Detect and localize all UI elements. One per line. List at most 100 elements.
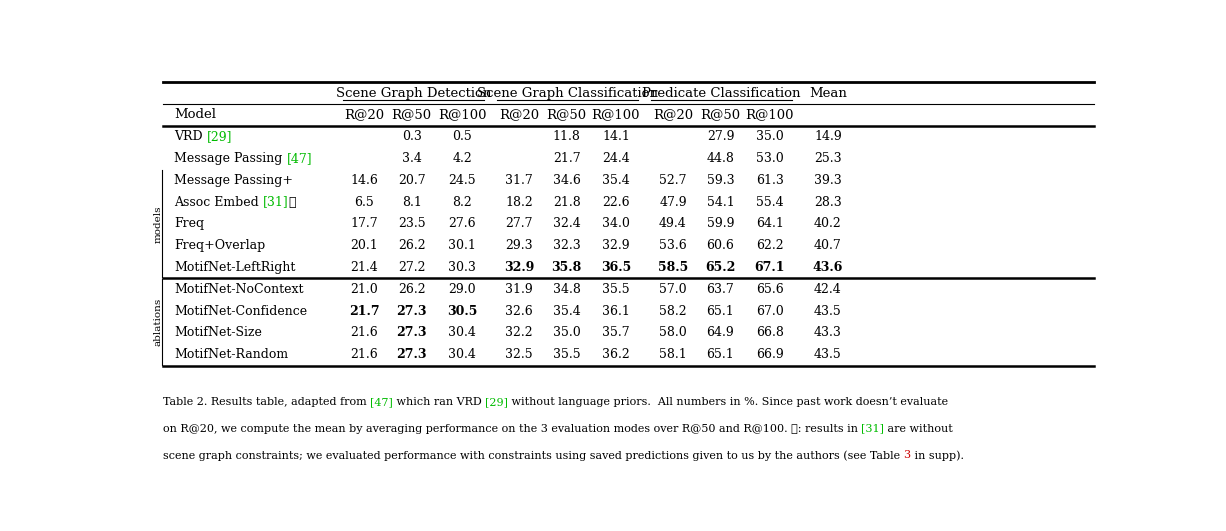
Text: 31.7: 31.7 xyxy=(505,174,533,187)
Text: 44.8: 44.8 xyxy=(706,152,734,165)
Text: Predicate Classification: Predicate Classification xyxy=(642,87,801,99)
Text: 35.8: 35.8 xyxy=(552,261,581,274)
Text: 35.4: 35.4 xyxy=(553,305,580,318)
Text: 30.1: 30.1 xyxy=(449,239,476,252)
Text: 8.2: 8.2 xyxy=(452,195,472,209)
Text: 39.3: 39.3 xyxy=(814,174,842,187)
Text: 21.4: 21.4 xyxy=(351,261,378,274)
Text: 28.3: 28.3 xyxy=(814,195,842,209)
Text: Message Passing+: Message Passing+ xyxy=(174,174,293,187)
Text: 58.0: 58.0 xyxy=(660,327,687,339)
Text: 43.5: 43.5 xyxy=(814,305,842,318)
Text: 21.6: 21.6 xyxy=(351,348,378,361)
Text: 49.4: 49.4 xyxy=(660,217,687,230)
Text: 32.2: 32.2 xyxy=(505,327,533,339)
Text: 66.8: 66.8 xyxy=(756,327,783,339)
Text: 65.6: 65.6 xyxy=(756,283,783,296)
Text: 59.3: 59.3 xyxy=(706,174,734,187)
Text: 32.6: 32.6 xyxy=(505,305,533,318)
Text: 30.4: 30.4 xyxy=(449,348,476,361)
Text: 36.2: 36.2 xyxy=(602,348,630,361)
Text: on R@20, we compute the mean by averaging performance on the 3 evaluation modes : on R@20, we compute the mean by averagin… xyxy=(163,424,861,433)
Text: 26.2: 26.2 xyxy=(398,283,425,296)
Text: [29]: [29] xyxy=(485,397,508,407)
Text: 43.3: 43.3 xyxy=(814,327,842,339)
Text: R@100: R@100 xyxy=(592,108,640,121)
Text: 8.1: 8.1 xyxy=(402,195,422,209)
Text: models: models xyxy=(154,205,163,243)
Text: Freq: Freq xyxy=(174,217,205,230)
Text: 40.2: 40.2 xyxy=(814,217,842,230)
Text: 60.6: 60.6 xyxy=(706,239,734,252)
Text: 31.9: 31.9 xyxy=(505,283,533,296)
Text: Mean: Mean xyxy=(809,87,847,99)
Text: 63.7: 63.7 xyxy=(706,283,734,296)
Text: VRD: VRD xyxy=(174,130,207,143)
Text: 32.4: 32.4 xyxy=(553,217,580,230)
Text: 24.5: 24.5 xyxy=(449,174,476,187)
Text: 30.3: 30.3 xyxy=(449,261,476,274)
Text: 32.5: 32.5 xyxy=(505,348,533,361)
Text: 67.1: 67.1 xyxy=(755,261,785,274)
Text: 54.1: 54.1 xyxy=(706,195,734,209)
Text: 64.1: 64.1 xyxy=(756,217,783,230)
Text: 27.3: 27.3 xyxy=(396,305,427,318)
Text: 43.6: 43.6 xyxy=(813,261,843,274)
Text: 0.3: 0.3 xyxy=(402,130,422,143)
Text: Table 2. Results table, adapted from: Table 2. Results table, adapted from xyxy=(163,397,370,407)
Text: R@50: R@50 xyxy=(547,108,586,121)
Text: 34.6: 34.6 xyxy=(553,174,580,187)
Text: without language priors.  All numbers in %. Since past work doesn’t evaluate: without language priors. All numbers in … xyxy=(508,397,948,407)
Text: 65.1: 65.1 xyxy=(706,305,734,318)
Text: MotifNet-LeftRight: MotifNet-LeftRight xyxy=(174,261,295,274)
Text: 20.1: 20.1 xyxy=(351,239,378,252)
Text: R@20: R@20 xyxy=(499,108,539,121)
Text: R@100: R@100 xyxy=(438,108,487,121)
Text: 55.4: 55.4 xyxy=(756,195,783,209)
Text: [47]: [47] xyxy=(370,397,392,407)
Text: ablations: ablations xyxy=(154,298,163,346)
Text: 17.7: 17.7 xyxy=(351,217,378,230)
Text: 36.1: 36.1 xyxy=(602,305,630,318)
Text: are without: are without xyxy=(884,424,953,433)
Text: 52.7: 52.7 xyxy=(660,174,687,187)
Text: 58.1: 58.1 xyxy=(660,348,687,361)
Text: Model: Model xyxy=(174,108,216,121)
Text: ★: ★ xyxy=(288,195,297,209)
Text: 35.0: 35.0 xyxy=(553,327,580,339)
Text: 6.5: 6.5 xyxy=(354,195,374,209)
Text: 27.7: 27.7 xyxy=(505,217,533,230)
Text: 30.5: 30.5 xyxy=(446,305,477,318)
Text: Message Passing: Message Passing xyxy=(174,152,287,165)
Text: 22.6: 22.6 xyxy=(602,195,630,209)
Text: 64.9: 64.9 xyxy=(706,327,734,339)
Text: 26.2: 26.2 xyxy=(398,239,425,252)
Text: 29.0: 29.0 xyxy=(449,283,476,296)
Text: scene graph constraints; we evaluated performance with constraints using saved p: scene graph constraints; we evaluated pe… xyxy=(163,450,904,461)
Text: 21.7: 21.7 xyxy=(553,152,580,165)
Text: in supp).: in supp). xyxy=(911,450,964,461)
Text: 3.4: 3.4 xyxy=(402,152,422,165)
Text: 35.0: 35.0 xyxy=(756,130,783,143)
Text: 35.5: 35.5 xyxy=(553,348,580,361)
Text: 42.4: 42.4 xyxy=(814,283,842,296)
Text: 27.3: 27.3 xyxy=(396,348,427,361)
Text: 32.9: 32.9 xyxy=(602,239,630,252)
Text: Scene Graph Classification: Scene Graph Classification xyxy=(477,87,658,99)
Text: R@50: R@50 xyxy=(391,108,432,121)
Text: 32.9: 32.9 xyxy=(504,261,535,274)
Text: 58.2: 58.2 xyxy=(660,305,687,318)
Text: 27.6: 27.6 xyxy=(449,217,476,230)
Text: Assoc Embed: Assoc Embed xyxy=(174,195,262,209)
Text: 14.6: 14.6 xyxy=(351,174,378,187)
Text: 58.5: 58.5 xyxy=(658,261,688,274)
Text: [31]: [31] xyxy=(861,424,884,433)
Text: 35.5: 35.5 xyxy=(602,283,630,296)
Text: MotifNet-Confidence: MotifNet-Confidence xyxy=(174,305,308,318)
Text: 65.2: 65.2 xyxy=(705,261,736,274)
Text: 27.9: 27.9 xyxy=(706,130,734,143)
Text: 35.7: 35.7 xyxy=(602,327,630,339)
Text: 25.3: 25.3 xyxy=(814,152,842,165)
Text: 21.6: 21.6 xyxy=(351,327,378,339)
Text: 20.7: 20.7 xyxy=(398,174,425,187)
